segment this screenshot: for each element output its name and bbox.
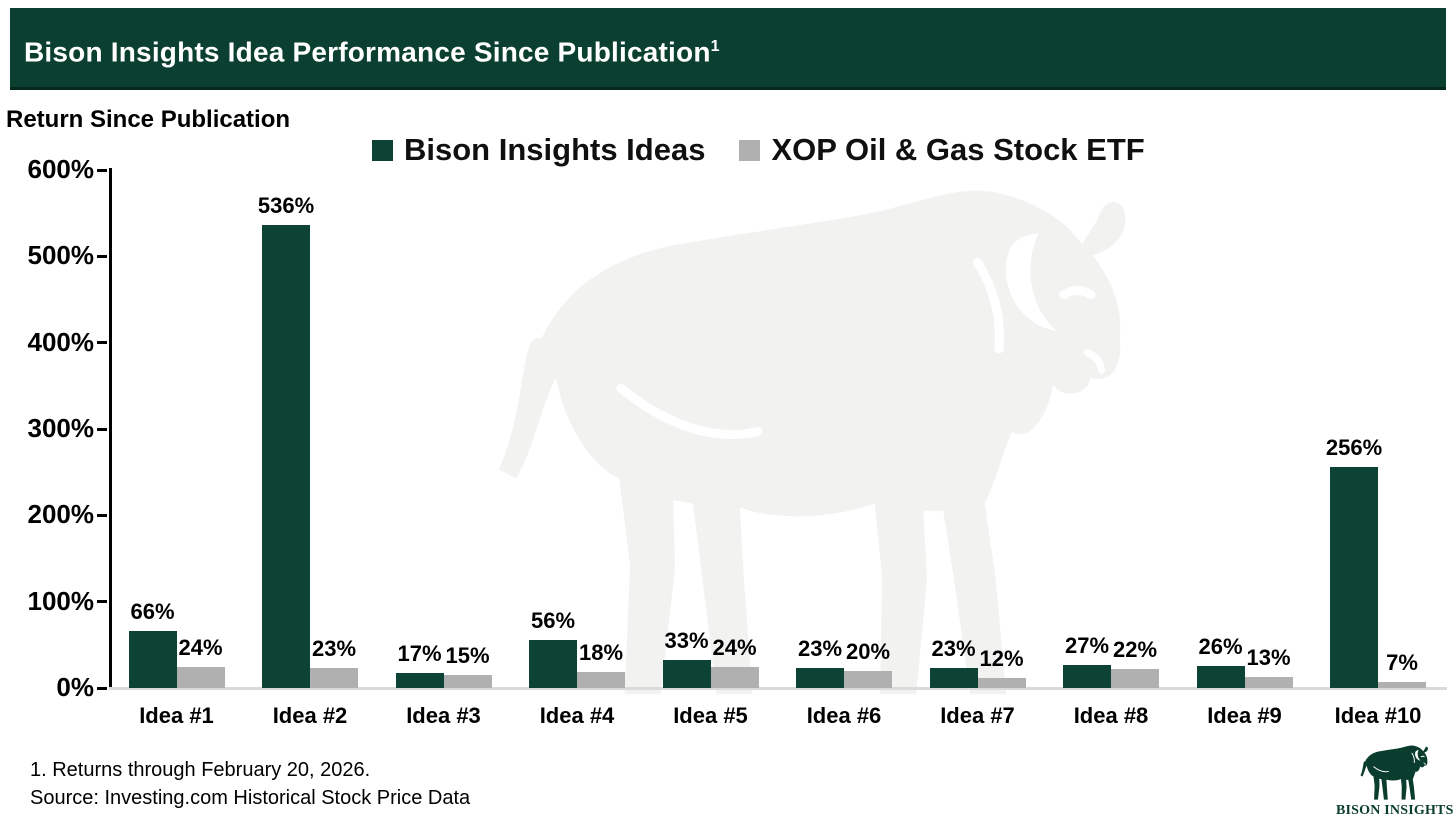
header-banner: Bison Insights Idea Performance Since Pu… xyxy=(10,8,1446,90)
bar-xop-etf xyxy=(844,670,892,688)
category-label: Idea #8 xyxy=(1073,703,1149,728)
bar-xop-etf xyxy=(577,672,625,688)
category-label: Idea #5 xyxy=(673,703,748,728)
bar-value-label-green: 27% xyxy=(1064,632,1110,658)
bar-value-label-gray: 7% xyxy=(1386,649,1418,675)
logo-wordmark: BISON INSIGHTS xyxy=(1336,803,1454,818)
bar-xop-etf xyxy=(1111,669,1159,688)
bar-xop-etf xyxy=(176,667,225,688)
bar-xop-etf xyxy=(310,668,358,688)
bar-xop-etf xyxy=(977,677,1026,688)
bar-xop-etf xyxy=(1244,676,1293,688)
bar-value-label-gray: 22% xyxy=(1112,637,1158,662)
bar-value-label-gray: 24% xyxy=(178,635,223,661)
bar-bison-ideas xyxy=(395,673,444,688)
legend-swatch-green xyxy=(372,139,393,161)
category-label: Idea #6 xyxy=(806,703,882,728)
bar-xop-etf xyxy=(443,675,492,688)
bar-bison-ideas xyxy=(529,639,577,688)
y-tick-mark xyxy=(97,513,107,517)
y-tick-label: 200% xyxy=(27,499,95,530)
y-tick-label: 0% xyxy=(56,672,94,702)
page-title: Bison Insights Idea Performance Since Pu… xyxy=(10,8,1446,90)
bar-bison-ideas xyxy=(929,668,978,688)
category-label: Idea #2 xyxy=(272,703,348,728)
bar-value-label-green: 66% xyxy=(130,599,175,625)
y-tick-label: 400% xyxy=(27,326,95,357)
bar-value-label-green: 23% xyxy=(797,636,843,662)
legend-item-bison-ideas: Bison Insights Ideas xyxy=(372,132,705,168)
x-axis-baseline xyxy=(109,687,1447,690)
y-tick-mark xyxy=(97,168,107,172)
bar-bison-ideas xyxy=(262,225,310,688)
bar-value-label-gray: 13% xyxy=(1246,644,1291,670)
bar-bison-ideas xyxy=(1063,664,1111,688)
bar-value-label-green: 23% xyxy=(931,636,976,662)
page-title-text: Bison Insights Idea Performance Since Pu… xyxy=(24,36,711,68)
category-label: Idea #4 xyxy=(539,703,615,728)
category-label: Idea #10 xyxy=(1334,703,1422,728)
bison-logo-icon xyxy=(1360,745,1429,801)
legend-swatch-gray xyxy=(739,139,761,161)
bar-value-label-gray: 15% xyxy=(445,643,490,669)
bar-value-label-green: 536% xyxy=(257,193,315,219)
bar-value-label-gray: 24% xyxy=(712,635,757,661)
bar-bison-ideas xyxy=(1196,665,1245,688)
bar-value-label-green: 256% xyxy=(1325,434,1383,460)
y-tick-mark xyxy=(97,600,107,604)
footnote-returns: 1. Returns through February 20, 2026. xyxy=(30,759,371,781)
bar-bison-ideas xyxy=(662,659,711,688)
bar-value-label-gray: 18% xyxy=(578,640,624,666)
category-label: Idea #9 xyxy=(1207,703,1282,728)
y-tick-mark xyxy=(97,254,107,258)
y-axis-title: Return Since Publication xyxy=(6,106,291,133)
category-label: Idea #7 xyxy=(940,703,1015,728)
y-axis-line xyxy=(109,168,112,690)
footnote-source: Source: Investing.com Historical Stock P… xyxy=(30,787,471,809)
category-label: Idea #3 xyxy=(406,703,481,728)
y-tick-mark xyxy=(97,341,107,345)
y-tick-label: 300% xyxy=(27,413,95,443)
chart-legend: Bison Insights Ideas XOP Oil & Gas Stock… xyxy=(372,132,1145,168)
bison-insights-logo: BISON INSIGHTS xyxy=(1336,742,1454,819)
y-tick-label: 100% xyxy=(27,585,95,616)
legend-label: Bison Insights Ideas xyxy=(404,132,706,167)
bar-bison-ideas xyxy=(1330,466,1378,688)
legend-item-xop-etf: XOP Oil & Gas Stock ETF xyxy=(739,132,1145,168)
bar-value-label-gray: 23% xyxy=(311,636,357,662)
bar-xop-etf xyxy=(1378,681,1426,688)
legend-label: XOP Oil & Gas Stock ETF xyxy=(771,132,1145,167)
bar-value-label-green: 33% xyxy=(664,627,709,653)
category-label: Idea #1 xyxy=(139,703,214,728)
footnote-marker: 1 xyxy=(710,38,720,55)
y-tick-label: 600% xyxy=(27,154,95,184)
bar-value-label-green: 26% xyxy=(1198,633,1243,659)
bar-bison-ideas xyxy=(128,631,177,688)
y-tick-label: 500% xyxy=(27,240,95,271)
y-tick-mark xyxy=(97,686,107,690)
bar-xop-etf xyxy=(710,667,759,688)
y-tick-mark xyxy=(97,427,107,431)
bar-value-label-gray: 20% xyxy=(845,638,891,664)
bar-value-label-green: 56% xyxy=(530,607,576,633)
bar-value-label-gray: 12% xyxy=(979,645,1024,671)
bar-bison-ideas xyxy=(796,668,844,688)
bar-value-label-green: 17% xyxy=(397,641,442,667)
